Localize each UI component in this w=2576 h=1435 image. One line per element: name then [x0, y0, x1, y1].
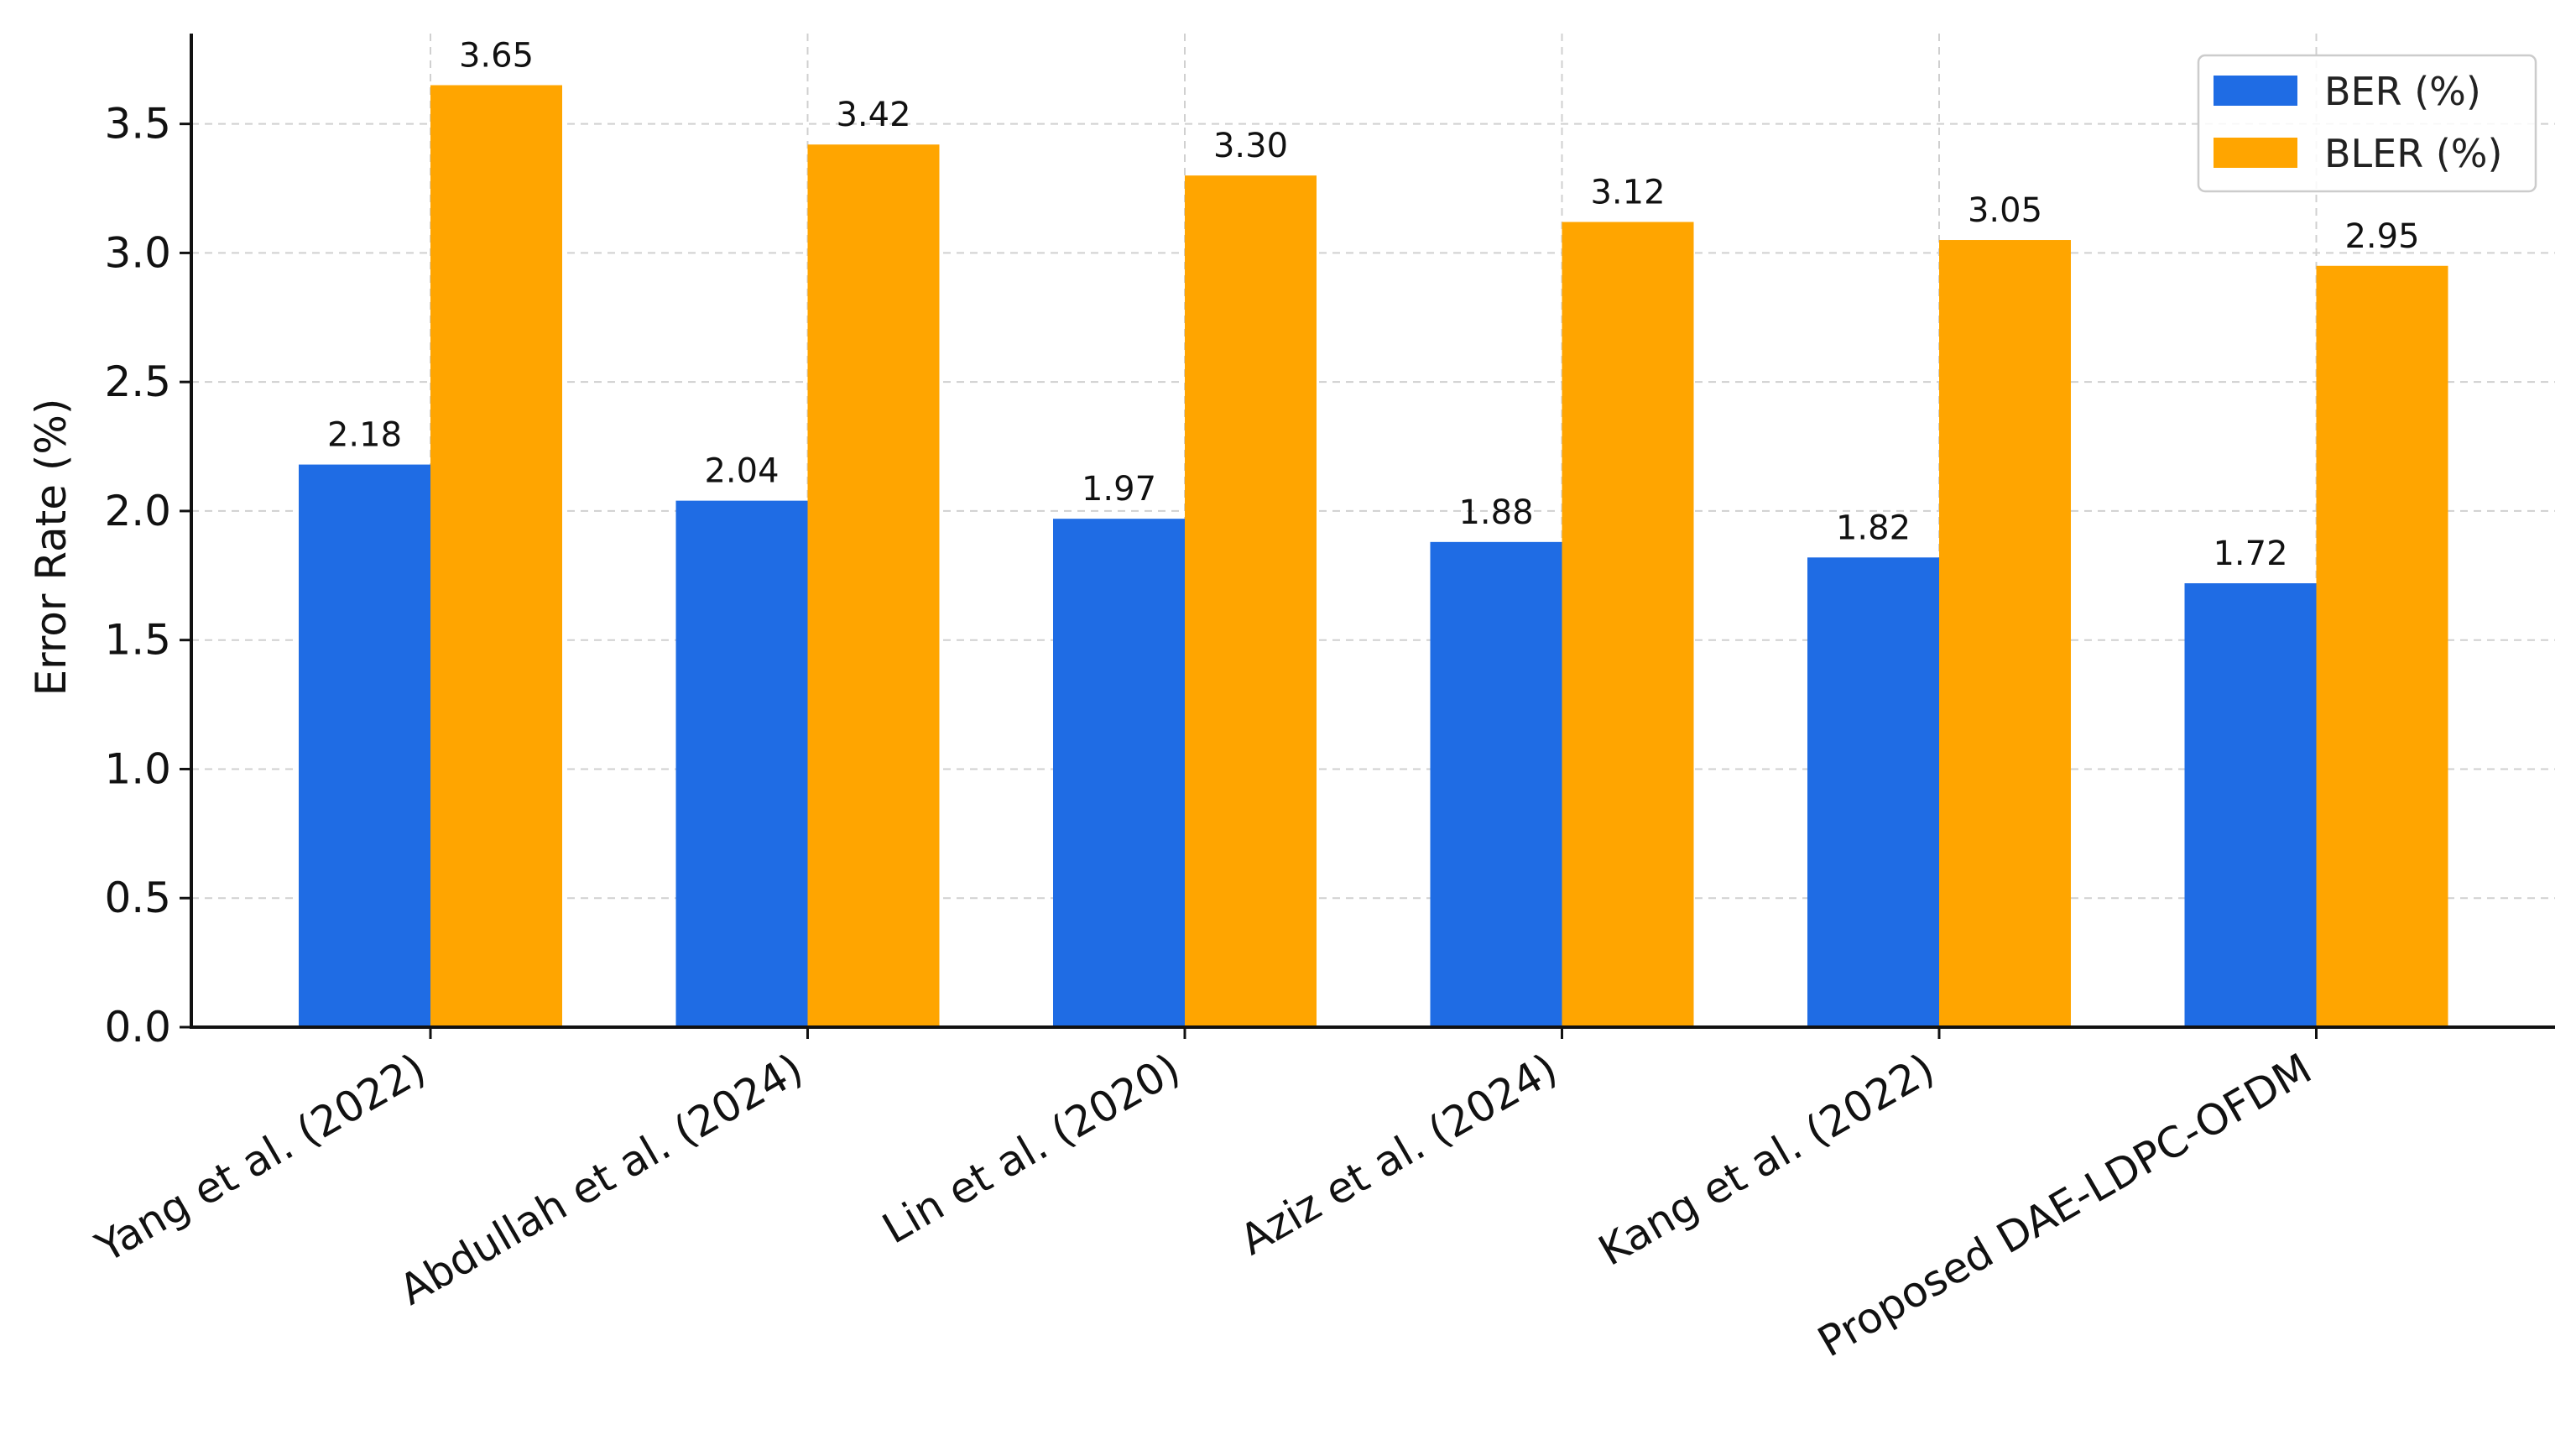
y-tick-label: 3.5	[104, 100, 171, 149]
bler-value-label: 2.95	[2344, 217, 2419, 256]
y-tick-label: 0.0	[104, 1003, 171, 1051]
bler-value-label: 3.12	[1590, 173, 1665, 211]
x-tick-label: Aziz et al. (2024)	[1232, 1044, 1565, 1265]
legend-label-bler: BLER (%)	[2324, 131, 2502, 176]
y-axis-title: Error Rate (%)	[27, 399, 76, 697]
x-tick-label: Kang et al. (2022)	[1591, 1044, 1942, 1276]
ber-value-label: 1.97	[1082, 470, 1156, 509]
y-tick-label: 1.5	[104, 616, 171, 665]
y-tick-label: 1.0	[104, 744, 171, 793]
x-tick-label: Lin et al. (2020)	[874, 1044, 1188, 1253]
bars	[299, 85, 2448, 1028]
legend: BER (%) BLER (%)	[2197, 54, 2537, 193]
ber-bar	[1807, 557, 1939, 1027]
bler-bar	[430, 85, 562, 1028]
axes	[190, 34, 2555, 1029]
ber-value-label: 2.18	[327, 416, 402, 455]
ber-value-label: 1.88	[1458, 493, 1533, 532]
bler-value-label: 3.65	[459, 37, 534, 76]
bler-value-label: 3.05	[1968, 191, 2042, 230]
bler-value-label: 3.42	[836, 96, 910, 134]
ber-bar	[1430, 541, 1562, 1027]
ber-bar	[675, 500, 808, 1027]
ber-bar	[299, 464, 430, 1027]
bler-bar	[1562, 222, 1694, 1028]
ber-bar	[1053, 519, 1185, 1027]
y-tick-label: 3.0	[104, 228, 171, 277]
bler-value-label: 3.30	[1213, 127, 1288, 165]
y-tick-label: 0.5	[104, 874, 171, 922]
legend-swatch-bler	[2214, 138, 2297, 168]
x-tick-label: Yang et al. (2022)	[87, 1044, 434, 1272]
y-axis-ticks: 0.0 0.5 1.0 1.5 2.0 2.5 3.0 3.5	[104, 100, 191, 1051]
legend-label-ber: BER (%)	[2324, 69, 2481, 114]
y-tick-label: 2.0	[104, 487, 171, 535]
bler-bar	[807, 144, 940, 1027]
y-tick-label: 2.5	[104, 357, 171, 406]
bler-bar	[1939, 240, 2071, 1027]
legend-swatch-ber	[2214, 76, 2297, 106]
bler-bar	[2316, 265, 2448, 1027]
data-labels: 2.18 2.04 1.97 1.88 1.82 1.72 3.65 3.42 3.30 3.12…	[327, 37, 2420, 574]
bler-bar	[1185, 175, 1317, 1028]
ber-value-label: 2.04	[704, 452, 779, 491]
x-axis-ticks: Yang et al. (2022)Abdullah et al. (2024)…	[87, 1027, 2320, 1366]
ber-value-label: 1.72	[2213, 535, 2287, 573]
ber-value-label: 1.82	[1836, 509, 1911, 547]
ber-bar	[2184, 583, 2317, 1027]
x-tick-label: Abdullah et al. (2024)	[391, 1044, 811, 1314]
